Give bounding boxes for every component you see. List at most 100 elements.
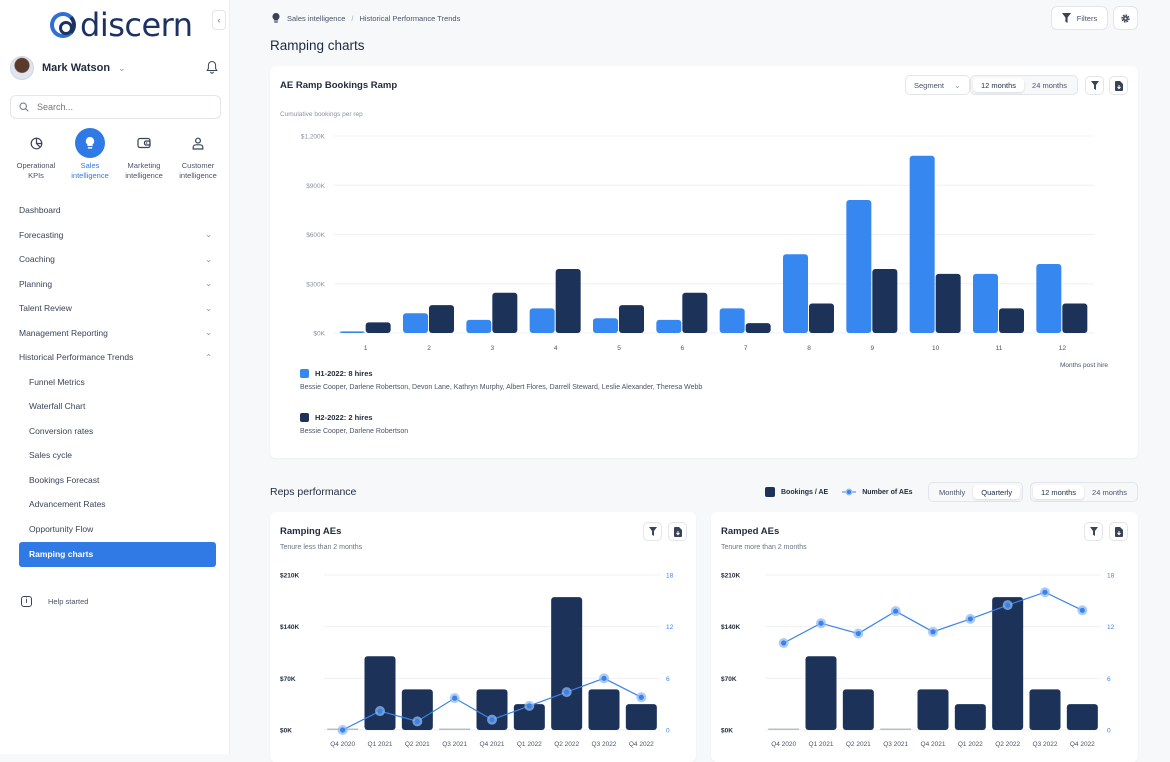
help-started-link[interactable]: i Help started <box>21 596 88 607</box>
chevron-down-icon: ⌄ <box>205 303 212 313</box>
bookings-bar <box>805 656 837 730</box>
app-label: intelligence <box>179 171 217 180</box>
chart-subtitle: Cumulative bookings per rep <box>280 111 363 118</box>
search-input[interactable] <box>37 102 197 112</box>
aes-point <box>1005 602 1011 608</box>
sidebar-item-ramping-charts[interactable]: Ramping charts <box>19 542 216 567</box>
x-tick-label: 9 <box>871 345 875 352</box>
app-sales-intelligence[interactable]: Sales intelligence <box>64 128 116 181</box>
x-tick-label: Q3 2021 <box>883 741 908 748</box>
nav-label: Planning <box>19 278 53 289</box>
sidebar-item-talent-review[interactable]: Talent Review ⌄ <box>19 296 216 321</box>
app-label: Customer <box>181 161 215 170</box>
nav-label: Coaching <box>19 254 55 265</box>
range-12-months[interactable]: 12 months <box>973 78 1025 92</box>
sidebar-item-coaching[interactable]: Coaching ⌄ <box>19 247 216 272</box>
x-tick-label: Q4 2022 <box>629 741 654 748</box>
export-button[interactable] <box>668 522 687 541</box>
settings-button[interactable] <box>1113 6 1138 30</box>
legend-names: Bessie Cooper, Darlene Robertson, Devon … <box>300 384 703 391</box>
export-button[interactable] <box>1109 76 1128 95</box>
aes-point <box>781 640 787 646</box>
y2-tick-label: 6 <box>1107 676 1111 683</box>
bell-icon[interactable] <box>206 60 218 74</box>
search-icon <box>19 102 29 112</box>
chevron-left-icon: ‹ <box>217 15 221 25</box>
bar-h2 <box>999 308 1024 333</box>
range-24-months[interactable]: 24 months <box>1092 487 1128 497</box>
sidebar-item-dashboard[interactable]: Dashboard <box>19 198 216 223</box>
x-tick-label: Q1 2021 <box>809 741 834 748</box>
app-operational-kpis[interactable]: Operational KPIs <box>10 128 62 181</box>
bar-h2 <box>935 273 961 333</box>
user-menu[interactable]: Mark Watson ⌄ <box>10 56 126 80</box>
app-marketing-intelligence[interactable]: Marketing intelligence <box>118 128 170 181</box>
y-tick-label: $0K <box>313 331 325 338</box>
period-monthly[interactable]: Monthly <box>939 487 966 497</box>
x-tick-label: 4 <box>554 345 558 352</box>
bookings-bar-empty <box>880 728 912 730</box>
x-tick-label: Q4 2021 <box>480 741 505 748</box>
bookings-bar <box>625 704 657 730</box>
bar-h1 <box>973 273 998 333</box>
bookings-bar <box>992 597 1024 730</box>
sidebar-item-opportunity-flow[interactable]: Opportunity Flow <box>19 517 216 542</box>
file-download-icon <box>673 526 682 537</box>
chart-filter-button[interactable] <box>1084 522 1103 541</box>
aes-point <box>414 718 420 724</box>
brand-logo[interactable]: discern <box>50 6 193 44</box>
bar-h2 <box>745 323 771 333</box>
breadcrumb-item[interactable]: Sales intelligence <box>287 13 346 23</box>
chevron-down-icon: ⌄ <box>205 254 212 264</box>
range-24-months[interactable]: 24 months <box>1032 80 1068 90</box>
chevron-down-icon: ⌄ <box>205 279 212 289</box>
reps-range-toggle: 12 months 24 months <box>1030 482 1139 502</box>
aes-point <box>377 708 383 714</box>
sidebar-item-sales-cycle[interactable]: Sales cycle <box>19 443 216 468</box>
app-customer-intelligence[interactable]: Customer intelligence <box>172 128 224 181</box>
sidebar-item-funnel-metrics[interactable]: Funnel Metrics <box>19 370 216 395</box>
bookings-bar <box>1066 704 1098 730</box>
sidebar-item-conversion-rates[interactable]: Conversion rates <box>19 419 216 444</box>
aes-point <box>564 689 570 695</box>
bar-h2 <box>1062 303 1088 333</box>
breadcrumb-item[interactable]: Historical Performance Trends <box>359 13 461 23</box>
ae-ramp-card: AE Ramp Bookings Ramp Segment ⌄ 12 month… <box>270 66 1138 458</box>
export-button[interactable] <box>1109 522 1128 541</box>
nav-label: Dashboard <box>19 205 61 216</box>
aes-point <box>855 630 861 637</box>
sidebar-item-waterfall-chart[interactable]: Waterfall Chart <box>19 394 216 419</box>
y2-tick-label: 18 <box>1107 573 1115 580</box>
bar-h1 <box>656 319 682 333</box>
segment-dropdown[interactable]: Segment ⌄ <box>905 75 970 95</box>
x-tick-label: 6 <box>681 345 685 352</box>
search-box[interactable] <box>10 95 221 119</box>
card-title: Ramped AEs <box>721 526 780 537</box>
filters-button[interactable]: Filters <box>1051 6 1108 30</box>
sidebar-item-planning[interactable]: Planning ⌄ <box>19 272 216 297</box>
filters-label: Filters <box>1076 13 1098 23</box>
chart-filter-button[interactable] <box>1085 76 1104 95</box>
sidebar-item-management-reporting[interactable]: Management Reporting ⌄ <box>19 321 216 346</box>
ramping-aes-card: Ramping AEs Tenure less than 2 months $0… <box>270 512 696 762</box>
sidebar-item-advancement-rates[interactable]: Advancement Rates <box>19 492 216 517</box>
bookings-bar <box>513 704 545 730</box>
y-tick-label: $0K <box>280 728 292 735</box>
bar-h1 <box>593 318 618 333</box>
sidebar-item-forecasting[interactable]: Forecasting ⌄ <box>19 223 216 248</box>
x-tick-label: 10 <box>932 345 940 352</box>
chart-filter-button[interactable] <box>643 522 662 541</box>
app-label: Sales <box>80 161 100 170</box>
lightbulb-icon <box>272 13 280 23</box>
collapse-sidebar-button[interactable]: ‹ <box>212 10 226 30</box>
bar-h1 <box>466 319 492 333</box>
period-quarterly[interactable]: Quarterly <box>973 485 1021 499</box>
x-tick-label: Q4 2020 <box>330 741 355 748</box>
sidebar-item-bookings-forecast[interactable]: Bookings Forecast <box>19 468 216 493</box>
sidebar-item-historical-performance-trends[interactable]: Historical Performance Trends ⌃ <box>19 345 216 370</box>
legend-swatch <box>765 487 775 497</box>
aes-point <box>818 620 824 626</box>
ramped-aes-card: Ramped AEs Tenure more than 2 months $0K… <box>711 512 1138 762</box>
legend-bookings: Bookings / AE <box>781 488 829 496</box>
range-12-months[interactable]: 12 months <box>1033 485 1085 499</box>
